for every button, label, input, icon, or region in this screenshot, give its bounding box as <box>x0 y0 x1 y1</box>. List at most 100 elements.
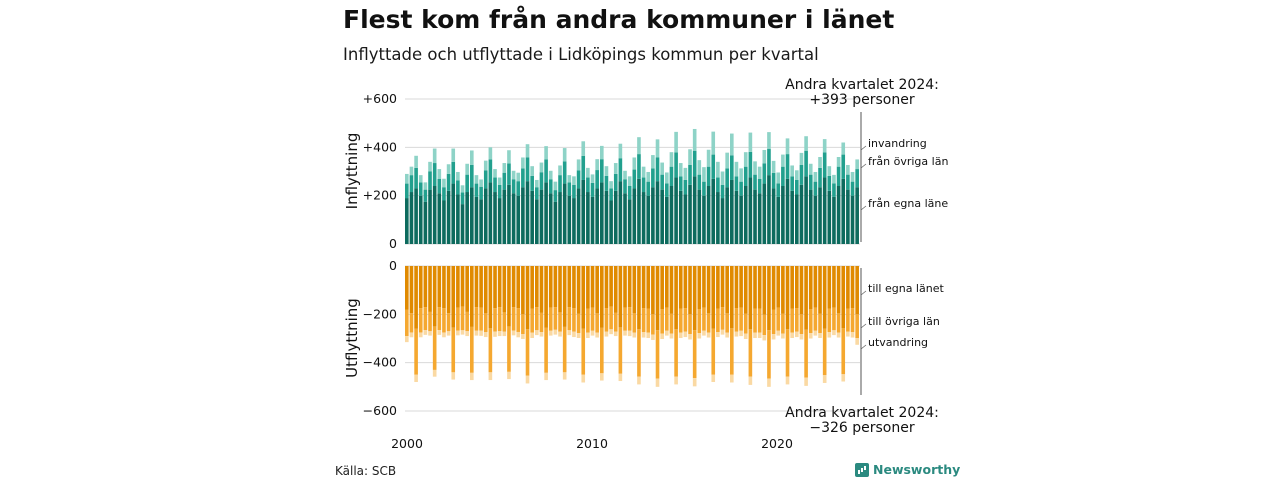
inflow-bar-invandring <box>618 143 623 159</box>
inflow-bar-invandring <box>822 139 827 153</box>
outflow-bar-till-egna-länet <box>502 266 507 313</box>
newsworthy-logo-icon <box>855 462 869 477</box>
outflow-bar-utvandring <box>562 372 567 380</box>
outflow-bar-utvandring <box>822 375 827 383</box>
outflow-bar-till-övriga-län <box>483 313 488 333</box>
inflow-bar-från-övriga-län <box>507 163 511 185</box>
brand-logo[interactable]: Newsworthy <box>855 462 960 477</box>
inflow-bar-från-övriga-län <box>609 188 613 201</box>
inflow-bar-från-övriga-län <box>623 179 627 194</box>
inflow-bar-från-egna-länet <box>618 181 623 244</box>
outflow-bar-utvandring <box>483 332 488 338</box>
outflow-bar-till-egna-länet <box>590 266 595 308</box>
outflow-bar-utvandring <box>623 330 627 336</box>
inflow-bar-från-egna-länet <box>437 193 442 244</box>
outflow-bar-utvandring <box>442 332 446 338</box>
outflow-bar-till-övriga-län <box>795 308 799 332</box>
inflow-bar-invandring <box>795 170 799 180</box>
outflow-bar-utvandring <box>507 371 511 380</box>
outflow-bar-utvandring <box>521 334 525 339</box>
outflow-bar-utvandring <box>697 333 702 339</box>
outflow-bar-utvandring <box>437 330 442 335</box>
outflow-bar-till-egna-länet <box>818 266 822 314</box>
inflow-bar-invandring <box>525 144 530 158</box>
outflow-bar-till-egna-länet <box>609 266 613 307</box>
inflow-bar-från-egna-länet <box>432 186 437 244</box>
inflow-bar-från-egna-länet <box>479 199 483 244</box>
outflow-bar-till-egna-länet <box>470 266 474 327</box>
inflow-bar-från-övriga-län <box>822 152 827 178</box>
inflow-bar-från-övriga-län <box>465 174 469 193</box>
inflow-bar-från-övriga-län <box>762 163 767 184</box>
outflow-bar-till-egna-länet <box>627 266 632 308</box>
inflow-bar-invandring <box>757 166 762 179</box>
outflow-bar-utvandring <box>776 330 781 336</box>
inflow-bar-från-egna-länet <box>660 189 664 245</box>
outflow-bar-till-egna-länet <box>516 266 521 309</box>
inflow-bar-från-övriga-län <box>678 176 683 191</box>
inflow-bar-invandring <box>460 185 465 193</box>
inflow-bar-från-egna-länet <box>497 198 502 244</box>
outflow-bar-till-övriga-län <box>790 308 794 333</box>
inflow-bar-från-övriga-län <box>437 178 442 194</box>
outflow-bar-till-övriga-län <box>660 309 664 334</box>
outflow-bar-utvandring <box>827 332 832 338</box>
inflow-bar-från-egna-länet <box>683 194 688 244</box>
inflow-bar-från-övriga-län <box>572 184 576 199</box>
inflow-bar-från-egna-länet <box>711 178 716 244</box>
inflow-bar-från-egna-länet <box>734 190 739 244</box>
inflow-bar-från-övriga-län <box>567 182 572 196</box>
outflow-bar-till-egna-länet <box>804 266 808 330</box>
outflow-bar-till-egna-länet <box>706 266 711 314</box>
inflow-bar-från-övriga-län <box>739 181 743 196</box>
outflow-bar-utvandring <box>641 332 646 338</box>
inflow-series-label: invandring <box>868 137 927 150</box>
inflow-bar-invandring <box>641 166 646 178</box>
inflow-bar-från-övriga-län <box>627 186 632 200</box>
inflow-bar-från-övriga-län <box>423 189 428 202</box>
outflow-bar-till-övriga-län <box>470 326 474 373</box>
inflow-bar-invandring <box>604 166 609 176</box>
outflow-bar-till-övriga-län <box>739 307 743 331</box>
inflow-bar-från-egna-länet <box>567 195 572 244</box>
inflow-bar-invandring <box>799 152 804 165</box>
outflow-bar-till-övriga-län <box>813 307 818 331</box>
inflow-bar-från-egna-länet <box>716 192 720 244</box>
inflow-bar-från-egna-länet <box>669 186 674 244</box>
outflow-bar-utvandring <box>808 333 813 339</box>
inflow-bar-från-övriga-län <box>785 154 790 179</box>
inflow-bar-från-övriga-län <box>414 167 418 189</box>
outflow-bar-utvandring <box>586 332 590 339</box>
outflow-bar-till-egna-länet <box>678 266 683 309</box>
outflow-bar-till-egna-länet <box>604 266 609 309</box>
outflow-bar-till-övriga-län <box>846 308 850 332</box>
inflow-bar-från-egna-länet <box>442 200 446 244</box>
outflow-y-tick: −200 <box>363 306 397 321</box>
inflow-bar-från-egna-länet <box>470 187 474 244</box>
inflow-bar-från-övriga-län <box>846 174 850 190</box>
outflow-bar-till-egna-länet <box>544 266 548 328</box>
outflow-bar-till-övriga-län <box>785 329 790 377</box>
outflow-bar-till-egna-länet <box>716 266 720 309</box>
inflow-bar-invandring <box>456 171 460 181</box>
outflow-bar-till-övriga-län <box>665 307 669 331</box>
inflow-bar-från-egna-länet <box>855 187 859 244</box>
inflow-bar-från-övriga-län <box>409 175 414 193</box>
outflow-bar-utvandring <box>799 334 804 340</box>
inflow-bar-från-egna-länet <box>767 175 771 245</box>
inflow-annotation-line2: +393 personer <box>809 92 915 108</box>
inflow-bar-invandring <box>748 132 753 152</box>
inflow-bar-från-övriga-län <box>692 150 697 177</box>
inflow-bar-från-övriga-län <box>544 159 548 183</box>
inflow-bar-från-egna-länet <box>692 176 697 244</box>
outflow-bar-till-egna-länet <box>753 266 757 309</box>
inflow-bar-invandring <box>767 132 771 150</box>
outflow-bar-utvandring <box>590 330 595 336</box>
outflow-bar-till-övriga-län <box>716 308 720 333</box>
inflow-bar-från-egna-länet <box>446 190 451 244</box>
inflow-bar-från-egna-länet <box>725 187 729 244</box>
outflow-y-tick: −400 <box>363 355 397 370</box>
x-tick-2020: 2020 <box>761 436 793 451</box>
inflow-bar-från-övriga-län <box>586 177 590 193</box>
outflow-bar-utvandring <box>753 332 757 339</box>
